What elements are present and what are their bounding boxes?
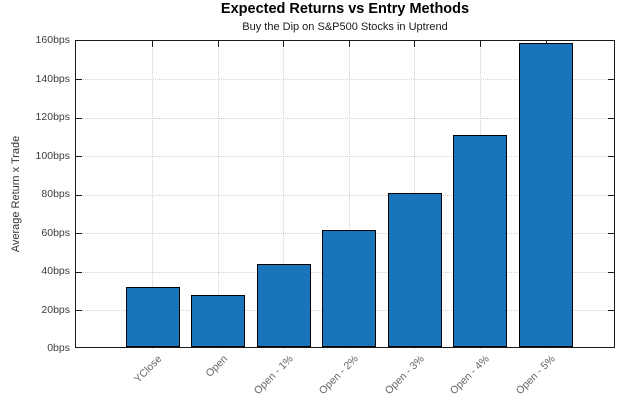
- gridline-v: [152, 41, 154, 349]
- x-tick-label-text: Open - 3%: [382, 353, 427, 397]
- y-tick-mark-left: [76, 233, 82, 234]
- x-tick-label-text: Open - 4%: [447, 353, 492, 397]
- y-tick-label: 160bps: [35, 34, 70, 46]
- x-tick-mark-top: [479, 41, 481, 47]
- gridline-h: [76, 79, 614, 80]
- y-tick-mark-right: [608, 310, 614, 311]
- x-tick-mark-top: [217, 41, 219, 47]
- y-tick-mark-left: [76, 310, 82, 311]
- y-tick-label: 140bps: [35, 72, 70, 85]
- bar: [256, 264, 311, 347]
- x-tick-label-text: YClose: [131, 353, 165, 386]
- y-tick-label: 60bps: [41, 226, 70, 239]
- chart-subtitle: Buy the Dip on S&P500 Stocks in Uptrend: [242, 21, 448, 33]
- y-tick-label: 100bps: [35, 149, 70, 162]
- gridline-h: [76, 156, 614, 157]
- gridline-v: [283, 41, 285, 349]
- y-tick-mark-right: [608, 194, 614, 196]
- y-tick-label: 0bps: [47, 342, 70, 354]
- x-tick-mark-top: [152, 41, 154, 47]
- bar: [322, 230, 377, 347]
- y-tick-label: 20bps: [41, 303, 70, 316]
- x-tick-label-text: Open - 2%: [316, 353, 361, 397]
- bar: [453, 135, 508, 347]
- y-tick-mark-left: [76, 79, 82, 80]
- y-tick-label: 120bps: [35, 111, 70, 123]
- bar: [125, 287, 180, 347]
- bar: [191, 295, 246, 347]
- plot-area: [75, 40, 615, 349]
- x-tick-mark-top: [414, 41, 416, 47]
- gridline-v: [348, 41, 350, 349]
- y-tick-mark-right: [608, 271, 614, 273]
- y-tick-mark-left: [76, 156, 82, 157]
- y-tick-mark-right: [608, 79, 614, 80]
- gridline-h: [76, 117, 614, 119]
- y-tick-mark-left: [76, 117, 82, 119]
- bar: [519, 43, 573, 347]
- gridline-h: [76, 194, 614, 196]
- y-tick-label: 80bps: [41, 188, 70, 200]
- x-tick-mark-top: [283, 41, 285, 47]
- gridline-v: [217, 41, 219, 349]
- y-tick-mark-right: [608, 117, 614, 119]
- y-tick-mark-left: [76, 194, 82, 196]
- y-tick-mark-right: [608, 233, 614, 234]
- x-tick-label-text: Open - 5%: [513, 353, 558, 397]
- x-tick-label-text: Open - 1%: [251, 353, 296, 397]
- chart-title: Expected Returns vs Entry Methods: [220, 1, 470, 17]
- bar: [387, 193, 442, 347]
- y-tick-mark-right: [608, 156, 614, 157]
- y-tick-mark-left: [76, 271, 82, 273]
- x-tick-mark-top: [348, 41, 350, 47]
- x-tick-label-text: Open: [203, 353, 230, 380]
- y-tick-label: 40bps: [41, 265, 70, 277]
